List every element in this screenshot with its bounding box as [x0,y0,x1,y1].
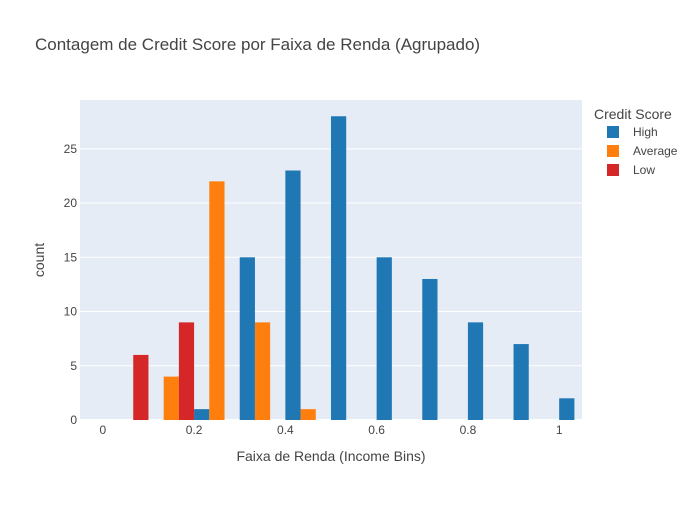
bar-high [285,170,301,420]
legend-swatch [607,164,619,176]
bar-high [422,278,438,420]
series-low [133,322,195,420]
x-axis-title: Faixa de Renda (Income Bins) [236,448,425,464]
x-tick-label: 0.8 [460,423,477,437]
legend: Credit Score High Average Low [594,106,678,177]
x-tick-label: 0 [99,423,106,437]
legend-swatch [607,126,619,138]
bar-high [239,257,255,420]
bar-high [559,398,575,420]
bar-high [376,257,392,420]
legend-label: High [633,125,658,139]
x-tick-label: 0.6 [368,423,385,437]
x-tick-label: 0.2 [186,423,203,437]
y-axis-title: count [31,243,47,277]
x-tick-label: 1 [556,423,563,437]
legend-title: Credit Score [594,106,672,122]
y-tick-labels: 0 5 10 15 20 25 [64,142,78,427]
y-tick-label: 0 [70,413,77,427]
series-average [163,181,316,420]
bar-high [513,344,529,420]
bar-low [133,354,149,420]
bar-high [467,322,484,420]
legend-swatch [607,145,619,157]
bar-average [163,376,179,420]
y-tick-label: 20 [64,196,78,210]
bar-average [254,322,271,420]
x-tick-labels: 0 0.2 0.4 0.6 0.8 1 [99,423,562,437]
y-tick-label: 15 [64,250,78,264]
bar-high [331,116,347,421]
bar-high [194,409,210,420]
x-tick-label: 0.4 [277,423,294,437]
y-tick-label: 25 [64,142,78,156]
legend-label: Low [633,163,655,177]
y-tick-label: 5 [70,359,77,373]
bar-average [209,181,225,420]
bars-layer [133,116,575,421]
series-high [194,116,575,421]
y-tick-label: 10 [64,305,78,319]
chart-title: Contagem de Credit Score por Faixa de Re… [35,35,480,54]
bar-average [300,409,316,420]
bar-low [178,322,195,420]
legend-label: Average [633,144,678,158]
